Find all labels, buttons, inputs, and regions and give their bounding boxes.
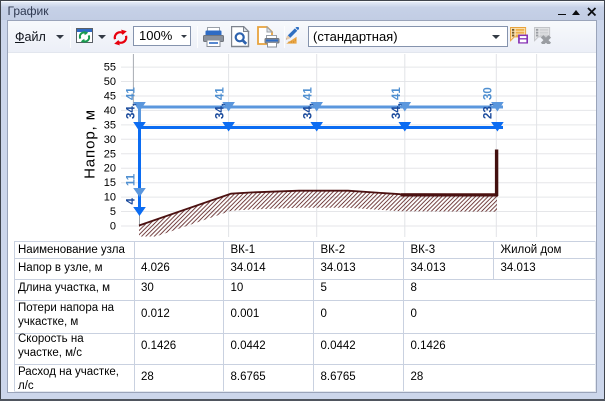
svg-text:41: 41	[215, 87, 227, 100]
svg-text:41: 41	[303, 87, 315, 100]
svg-text:45: 45	[104, 91, 116, 103]
svg-text:30: 30	[482, 87, 494, 100]
svg-text:Напор, м: Напор, м	[82, 109, 99, 179]
svg-text:50: 50	[104, 76, 116, 88]
svg-text:30: 30	[104, 134, 116, 146]
svg-text:34,: 34,	[215, 103, 227, 119]
svg-text:40: 40	[104, 105, 116, 117]
svg-text:41: 41	[391, 87, 403, 100]
svg-text:4: 4	[126, 198, 138, 205]
svg-text:5: 5	[110, 206, 116, 218]
svg-text:10: 10	[104, 192, 116, 204]
svg-text:11: 11	[126, 173, 138, 186]
svg-text:0: 0	[110, 221, 116, 233]
svg-text:34,: 34,	[391, 103, 403, 119]
svg-text:35: 35	[104, 119, 116, 131]
svg-text:41: 41	[126, 87, 138, 100]
svg-text:34,: 34,	[303, 103, 315, 119]
svg-text:23,: 23,	[482, 103, 494, 119]
svg-text:34,: 34,	[126, 103, 138, 119]
svg-text:20: 20	[104, 163, 116, 175]
svg-text:15: 15	[104, 177, 116, 189]
svg-text:55: 55	[104, 62, 116, 74]
svg-text:25: 25	[104, 148, 116, 160]
